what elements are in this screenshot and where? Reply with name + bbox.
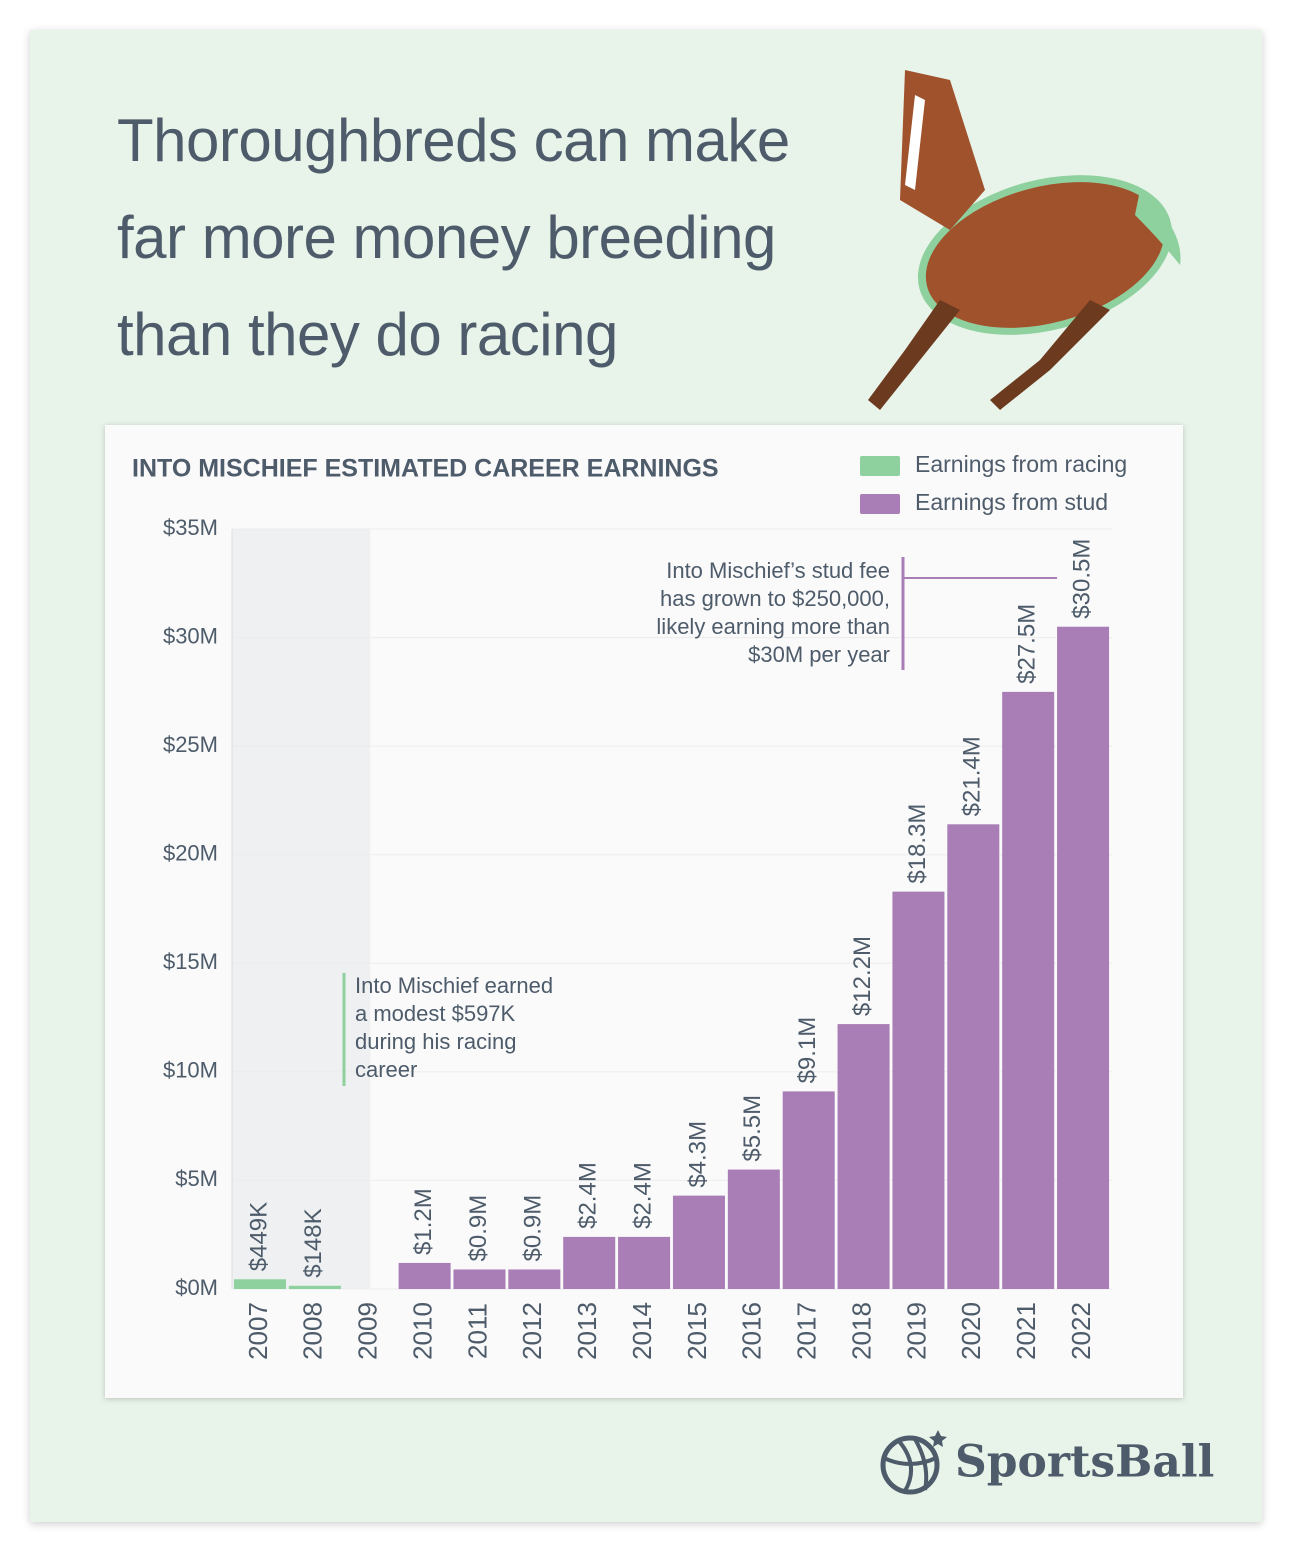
logo (880, 1430, 947, 1495)
chart-title: INTO MISCHIEF ESTIMATED CAREER EARNINGS (132, 455, 719, 483)
value-label: $1.2M (410, 1188, 437, 1255)
bar (1002, 691, 1055, 1289)
legend-swatch (860, 494, 900, 514)
x-tick-label: 2007 (243, 1302, 273, 1360)
legend-swatch (860, 456, 900, 476)
annotation-text: during his racing (355, 1029, 516, 1054)
x-tick-label: 2008 (298, 1302, 328, 1360)
bar (618, 1236, 671, 1289)
x-tick-label: 2011 (462, 1303, 492, 1359)
value-label: $0.9M (520, 1195, 547, 1262)
value-label: $148K (300, 1208, 327, 1277)
bar (782, 1091, 835, 1289)
x-tick-label: 2013 (572, 1302, 602, 1360)
y-tick-label: $20M (163, 841, 218, 866)
value-label: $27.5M (1014, 604, 1041, 684)
y-tick-label: $30M (163, 623, 218, 648)
value-label: $2.4M (575, 1162, 602, 1229)
annotation-text: Into Mischief’s stud fee (666, 558, 890, 583)
horse-illustration (868, 70, 1181, 410)
annotation-text: a modest $597K (355, 1001, 516, 1026)
annotation-text: Into Mischief earned (355, 973, 553, 998)
bar (563, 1236, 616, 1289)
bar (892, 891, 945, 1289)
annotation-text: $30M per year (748, 642, 890, 667)
y-tick-label: $0M (175, 1275, 218, 1300)
x-tick-label: 2010 (407, 1302, 437, 1360)
brand: SportsBall (955, 1437, 1214, 1488)
legend-label: Earnings from racing (915, 451, 1127, 477)
x-tick-label: 2016 (737, 1302, 767, 1360)
y-tick-label: $15M (163, 949, 218, 974)
bar (727, 1169, 780, 1289)
value-label: $12.2M (849, 936, 876, 1016)
x-tick-label: 2021 (1011, 1302, 1041, 1360)
y-tick-label: $10M (163, 1058, 218, 1083)
x-tick-label: 2020 (956, 1302, 986, 1360)
x-tick-label: 2018 (846, 1302, 876, 1360)
x-tick-label: 2017 (792, 1302, 822, 1360)
bar (288, 1285, 341, 1289)
y-tick-label: $5M (175, 1166, 218, 1191)
bar (1057, 626, 1110, 1289)
value-label: $18.3M (904, 804, 931, 884)
bar (947, 824, 1000, 1289)
value-label: $9.1M (794, 1017, 821, 1084)
value-label: $30.5M (1068, 539, 1095, 619)
bar (837, 1024, 890, 1289)
annotation-text: career (355, 1057, 417, 1082)
value-label: $4.3M (684, 1121, 711, 1188)
racing-highlight (232, 529, 371, 1289)
annotation-text: likely earning more than (656, 614, 890, 639)
value-label: $5.5M (739, 1095, 766, 1162)
value-label: $2.4M (629, 1162, 656, 1229)
bar (453, 1269, 506, 1289)
annotation-text: has grown to $250,000, (660, 586, 890, 611)
x-tick-label: 2015 (682, 1302, 712, 1360)
bar (508, 1269, 561, 1289)
value-label: $449K (245, 1202, 272, 1271)
y-tick-label: $25M (163, 732, 218, 757)
x-tick-label: 2022 (1066, 1302, 1096, 1360)
bar (672, 1195, 725, 1289)
y-tick-label: $35M (163, 515, 218, 540)
bar (234, 1279, 286, 1289)
x-tick-label: 2019 (901, 1302, 931, 1360)
x-tick-label: 2014 (627, 1302, 657, 1360)
bar (398, 1262, 451, 1289)
legend-label: Earnings from stud (915, 489, 1108, 515)
value-label: $21.4M (959, 736, 986, 816)
x-tick-label: 2012 (517, 1302, 547, 1360)
value-label: $0.9M (465, 1195, 492, 1262)
page-title: Thoroughbreds can make far more money br… (117, 107, 790, 368)
x-tick-label: 2009 (353, 1302, 383, 1360)
